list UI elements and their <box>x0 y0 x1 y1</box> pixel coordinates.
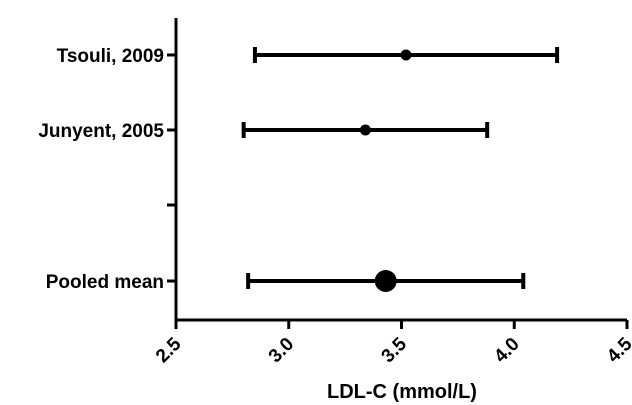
row-label: Pooled mean <box>46 272 164 293</box>
x-tick-label: 2.5 <box>152 333 186 367</box>
study-mean-marker <box>359 124 371 136</box>
x-tick-labels: 2.5 3.0 3.5 4.0 4.5 <box>152 333 632 367</box>
x-tick-label: 4.5 <box>603 333 632 367</box>
x-tick-label: 3.5 <box>378 333 412 367</box>
axes <box>167 18 629 329</box>
row-label: Junyent, 2005 <box>38 121 164 142</box>
x-tick-label: 4.0 <box>490 334 524 368</box>
x-tick-label: 3.0 <box>265 334 299 368</box>
study-mean-marker <box>400 49 412 61</box>
pooled-mean-marker <box>374 270 397 292</box>
row-label: Tsouli, 2009 <box>57 46 164 67</box>
study-rows: Tsouli, 2009 Junyent, 2005 Pooled mean <box>38 46 560 293</box>
x-axis-label: LDL-C (mmol/L) <box>327 381 477 403</box>
